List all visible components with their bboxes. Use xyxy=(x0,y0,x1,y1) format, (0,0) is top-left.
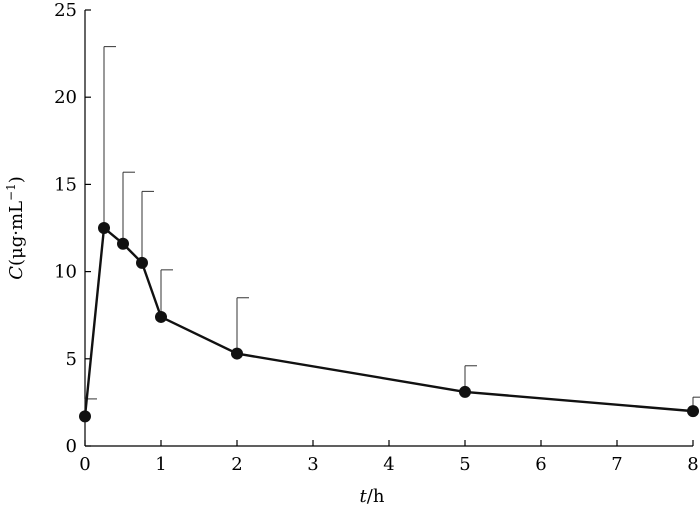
y-tick-label: 15 xyxy=(54,174,77,195)
data-point xyxy=(459,385,471,398)
x-tick-label: 1 xyxy=(155,454,166,475)
data-point xyxy=(231,347,243,360)
data-point xyxy=(117,237,129,250)
data-point xyxy=(136,256,148,269)
data-point xyxy=(687,405,699,418)
x-axis-title-unit: /h xyxy=(367,486,385,507)
y-axis-title-unit: (μg·mL xyxy=(6,201,27,266)
y-tick-label: 25 xyxy=(54,0,77,21)
series-line xyxy=(83,225,694,417)
y-axis-title-sup: −1 xyxy=(4,183,18,201)
x-tick-label: 2 xyxy=(231,454,242,475)
y-tick-label: 10 xyxy=(54,262,77,283)
y-tick-label: 5 xyxy=(66,349,77,370)
axes xyxy=(84,10,693,447)
series xyxy=(79,222,699,423)
x-ticks: 0 1 2 3 4 5 6 7 8 xyxy=(79,440,699,475)
x-tick-label: 5 xyxy=(459,454,470,475)
data-point xyxy=(79,410,91,423)
x-tick-label: 3 xyxy=(307,454,318,475)
x-tick-label: 0 xyxy=(79,454,90,475)
x-tick-label: 8 xyxy=(687,454,698,475)
x-tick-label: 6 xyxy=(535,454,546,475)
x-tick-label: 7 xyxy=(611,454,622,475)
data-point xyxy=(155,310,167,323)
y-tick-label: 20 xyxy=(54,87,77,108)
y-axis-title-close: ) xyxy=(6,176,27,183)
data-point xyxy=(98,222,110,234)
y-axis-title: C(μg·mL−1) xyxy=(4,176,27,280)
y-tick-label: 0 xyxy=(66,436,77,457)
x-axis-title: t/h xyxy=(360,486,385,507)
x-tick-label: 4 xyxy=(383,454,394,475)
y-ticks: 0 5 10 15 20 25 xyxy=(54,0,91,457)
x-axis-title-var: t xyxy=(360,486,368,507)
y-axis-title-var: C xyxy=(6,266,27,280)
error-bars xyxy=(84,46,700,417)
